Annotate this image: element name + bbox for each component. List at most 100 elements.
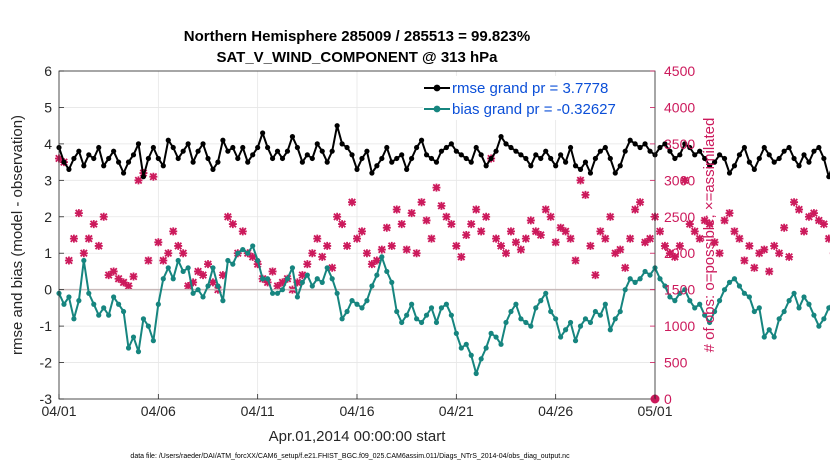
rmse-point <box>826 174 830 180</box>
rmse-point <box>274 148 281 154</box>
obs-assimilated-point <box>636 198 645 207</box>
bias-point <box>76 298 82 304</box>
obs-assimilated-point <box>576 176 585 185</box>
bias-point <box>344 308 350 315</box>
rmse-point <box>205 155 211 162</box>
bias-point <box>493 334 499 340</box>
rmse-point <box>592 155 599 162</box>
y-right-tick-label: 3500 <box>664 136 695 152</box>
bias-point <box>548 308 554 315</box>
rmse-point <box>96 144 102 151</box>
y-tick-label: 5 <box>44 99 52 115</box>
rmse-point <box>255 144 261 151</box>
bias-point <box>185 265 191 271</box>
bias-point <box>274 290 281 296</box>
obs-assimilated-point <box>382 223 391 232</box>
rmse-point <box>498 134 504 140</box>
rmse-point <box>796 163 802 169</box>
bias-point <box>821 316 827 322</box>
obs-assimilated-point <box>616 245 625 254</box>
bias-point <box>746 294 752 300</box>
rmse-point <box>622 148 628 154</box>
obs-assimilated-point <box>695 234 704 243</box>
obs-assimilated-point <box>228 220 237 229</box>
rmse-point <box>140 174 147 180</box>
bias-point <box>190 290 196 296</box>
bias-point <box>707 319 713 326</box>
bias-point <box>418 319 425 326</box>
rmse-point <box>806 159 812 165</box>
y-tick-label: -3 <box>40 391 53 407</box>
y-axis-right-label: # of obs: o=possible; ×=assimilated <box>701 118 718 353</box>
bias-point <box>394 308 400 315</box>
bias-point <box>692 305 698 311</box>
obs-assimilated-point <box>169 227 178 236</box>
bias-point <box>359 305 365 311</box>
obs-assimilated-point <box>462 231 471 239</box>
obs-assimilated-point <box>223 212 232 221</box>
obs-assimilated-point <box>144 256 153 265</box>
bias-point <box>135 349 142 355</box>
rmse-point <box>612 170 618 176</box>
bias-point <box>150 338 156 344</box>
bias-point <box>160 276 166 282</box>
obs-assimilated-point <box>149 172 158 181</box>
bias-point <box>786 298 792 304</box>
obs-assimilated-point <box>303 260 312 269</box>
bias-point <box>384 268 390 275</box>
obs-assimilated-point <box>357 227 366 236</box>
rmse-point <box>339 141 345 147</box>
obs-assimilated-point <box>452 241 461 250</box>
bias-point <box>558 334 564 340</box>
bias-point <box>592 308 599 315</box>
rmse-point <box>160 163 166 169</box>
bias-point <box>622 287 628 293</box>
rmse-point <box>533 152 539 158</box>
rmse-point <box>607 155 613 162</box>
rmse-point <box>453 148 459 154</box>
obs-assimilated-point <box>765 267 774 276</box>
bias-point <box>180 268 186 275</box>
bias-point <box>354 301 360 307</box>
obs-assimilated-point <box>268 267 277 276</box>
rmse-point <box>81 163 87 169</box>
rmse-point <box>632 141 638 147</box>
obs-assimilated-point <box>84 234 93 243</box>
rmse-point <box>389 159 395 165</box>
bias-point <box>215 283 221 289</box>
rmse-series <box>56 123 830 180</box>
bias-point <box>96 312 102 318</box>
y-tick-label: 0 <box>44 282 52 298</box>
bias-point <box>220 298 226 304</box>
rmse-point <box>120 170 127 176</box>
rmse-point <box>448 141 454 147</box>
rmse-point <box>111 148 117 154</box>
y-right-tick-label: 1500 <box>664 282 695 298</box>
y-right-tick-label: 2000 <box>664 245 695 261</box>
rmse-point <box>369 170 375 176</box>
obs-assimilated-point <box>343 241 352 250</box>
bias-point <box>443 301 449 307</box>
bias-point <box>289 265 296 271</box>
rmse-point <box>145 155 151 162</box>
obs-assimilated-point <box>785 252 794 261</box>
bias-point <box>255 257 261 264</box>
bias-point <box>488 330 494 336</box>
rmse-point <box>811 148 817 154</box>
obs-assimilated-point <box>338 220 347 229</box>
bias-point <box>801 294 807 300</box>
rmse-point <box>662 141 668 147</box>
obs-assimilated-point <box>348 198 357 207</box>
obs-assimilated-point <box>134 176 143 185</box>
rmse-point <box>786 144 792 151</box>
bias-point <box>304 272 310 278</box>
obs-assimilated-point <box>397 220 406 229</box>
rmse-point <box>240 144 246 151</box>
bias-point <box>240 246 246 253</box>
obs-assimilated-point <box>526 216 535 225</box>
bias-point <box>230 261 236 267</box>
obs-assimilated-point <box>99 212 108 221</box>
rmse-point <box>707 163 713 169</box>
obs-assimilated-point <box>670 252 679 261</box>
